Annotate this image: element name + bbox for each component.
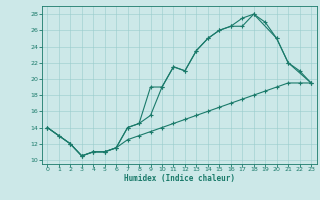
X-axis label: Humidex (Indice chaleur): Humidex (Indice chaleur) — [124, 174, 235, 183]
